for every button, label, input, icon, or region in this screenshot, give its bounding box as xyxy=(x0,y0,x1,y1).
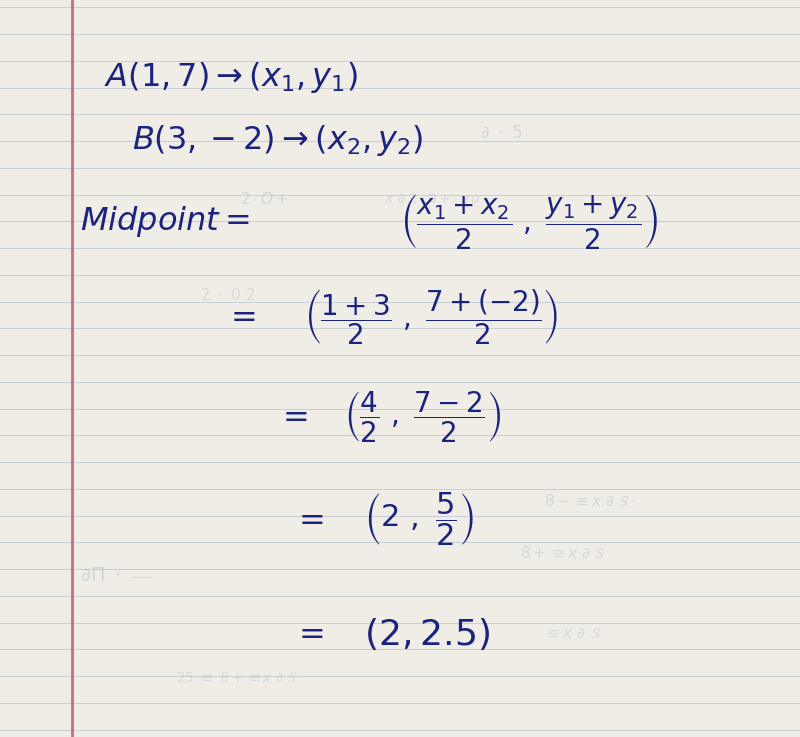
Text: $=$: $=$ xyxy=(276,401,308,432)
Text: $A(1,7) \rightarrow (x_1,y_1)$: $A(1,7) \rightarrow (x_1,y_1)$ xyxy=(104,60,358,95)
Text: $8-\equiv x\ \partial\ \mathcal{S}\cdot$: $8-\equiv x\ \partial\ \mathcal{S}\cdot$ xyxy=(544,493,636,509)
Text: $25\ \equiv\ 8+\equiv x\ \partial\ \mathcal{S}$: $25\ \equiv\ 8+\equiv x\ \partial\ \math… xyxy=(176,671,298,685)
Text: $\equiv x\ \partial\ \mathcal{S}$: $\equiv x\ \partial\ \mathcal{S}$ xyxy=(544,626,602,641)
Text: $\left(\dfrac{4}{2}\ ,\ \dfrac{7-2}{2}\right)$: $\left(\dfrac{4}{2}\ ,\ \dfrac{7-2}{2}\r… xyxy=(344,389,501,444)
Text: $8+\equiv x\ \partial\ \mathcal{S}$: $8+\equiv x\ \partial\ \mathcal{S}$ xyxy=(520,545,606,561)
Text: $\partial\ \cdot\ 5$: $\partial\ \cdot\ 5$ xyxy=(480,124,522,142)
Text: $2\ \cdot\ 0\ 2$: $2\ \cdot\ 0\ 2$ xyxy=(200,287,255,303)
Text: $\partial\Pi\ \cdot\ \overline{\ \ \ }$: $\partial\Pi\ \cdot\ \overline{\ \ \ }$ xyxy=(80,565,152,584)
Text: $x\ \partial\ 2\cdot 0 +,\ ro$: $x\ \partial\ 2\cdot 0 +,\ ro$ xyxy=(384,191,481,207)
Text: $(2,2.5)$: $(2,2.5)$ xyxy=(364,616,490,652)
Text: $\left(2\ ,\ \dfrac{5}{2}\right)$: $\left(2\ ,\ \dfrac{5}{2}\right)$ xyxy=(364,491,474,548)
Text: $2\cdot O +$: $2\cdot O +$ xyxy=(240,191,289,207)
Text: $=$: $=$ xyxy=(224,301,256,332)
Text: $\left(\dfrac{1+3}{2}\ ,\ \dfrac{7+(-2)}{2}\right)$: $\left(\dfrac{1+3}{2}\ ,\ \dfrac{7+(-2)}… xyxy=(304,287,558,346)
Text: $Midpoint =$: $Midpoint =$ xyxy=(80,203,250,239)
Text: $=$: $=$ xyxy=(292,504,324,535)
Text: $=$: $=$ xyxy=(292,618,324,649)
Text: $\left(\dfrac{x_1+x_2}{2}\ ,\ \dfrac{y_1+y_2}{2}\right)$: $\left(\dfrac{x_1+x_2}{2}\ ,\ \dfrac{y_1… xyxy=(400,192,658,251)
Text: $B(3,-2) \rightarrow (x_2,y_2)$: $B(3,-2) \rightarrow (x_2,y_2)$ xyxy=(132,122,423,158)
